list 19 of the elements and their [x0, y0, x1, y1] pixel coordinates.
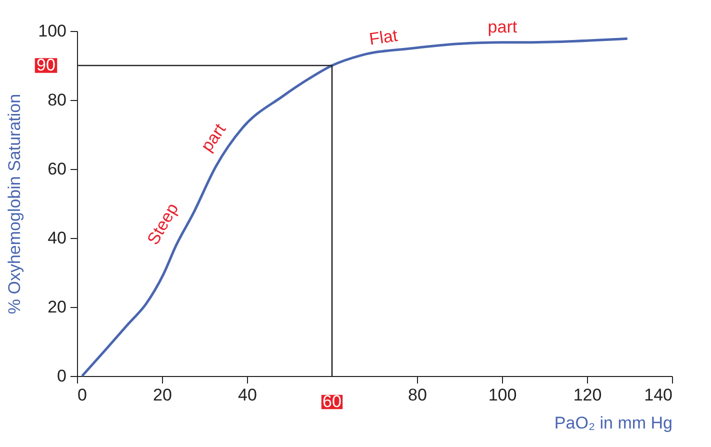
x-tick-label: 140 [644, 386, 672, 404]
y-tick-label: 20 [48, 298, 66, 316]
y-tick-label: 0 [57, 366, 66, 386]
ref-line-label: 60 [322, 392, 342, 411]
annotation: part [488, 18, 518, 37]
x-tick-label: 120 [573, 386, 602, 404]
y-tick-label: 100 [38, 22, 66, 40]
y-tick-label: 40 [48, 228, 66, 248]
x-tick-label: 40 [238, 386, 257, 404]
x-tick-label: 0 [78, 386, 87, 404]
x-tick-label: 100 [488, 386, 517, 404]
x-tick-label: 20 [153, 386, 172, 404]
x-tick-label: 80 [408, 386, 427, 404]
ref-line-label: 90 [36, 56, 56, 74]
y-axis-title: % Oxyhemoglobin Saturation [5, 94, 24, 314]
y-tick-label: 60 [48, 160, 66, 178]
x-axis-title: PaO₂ in mm Hg [554, 414, 672, 432]
y-tick-label: 80 [48, 90, 66, 110]
annotation: Flat [368, 26, 399, 49]
